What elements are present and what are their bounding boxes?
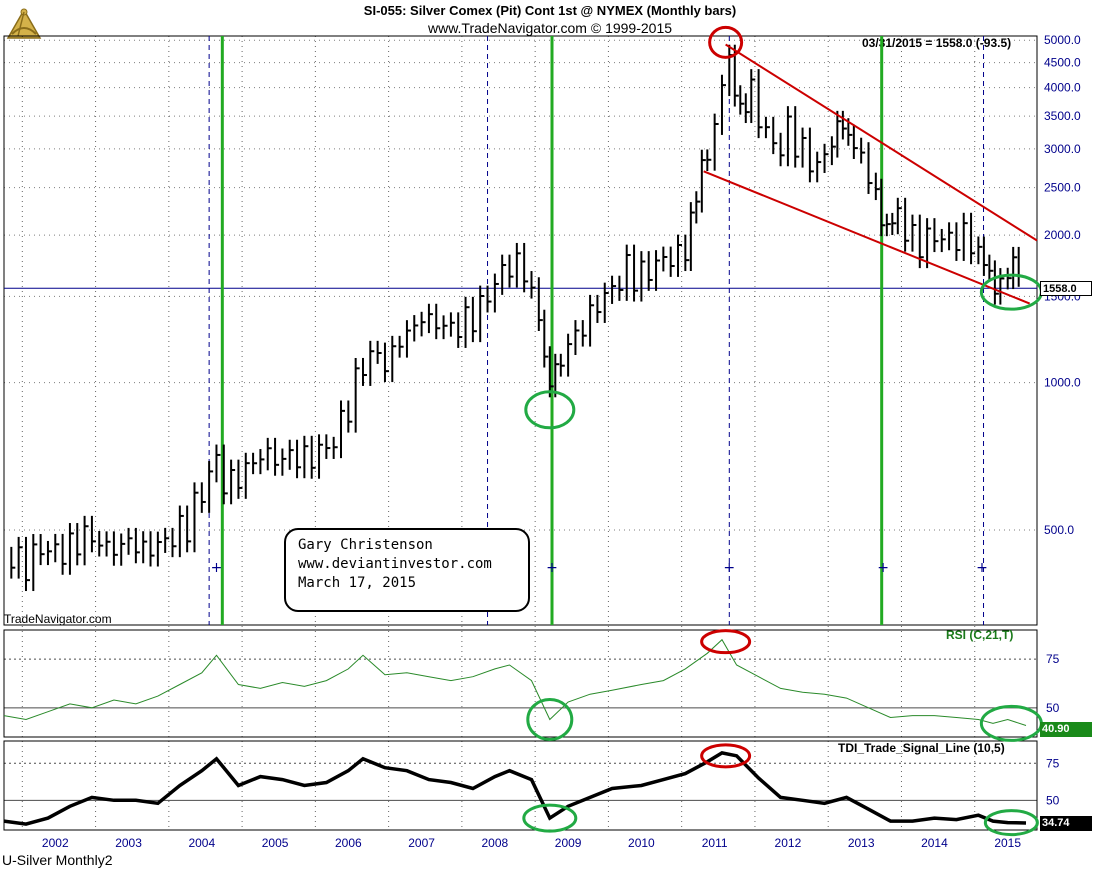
x-tick-label: 2005 — [262, 836, 289, 850]
low-circle-2015-price — [979, 273, 1043, 311]
low-circle-2008-price — [524, 390, 576, 430]
x-tick-label: 2006 — [335, 836, 362, 850]
tdi-tick-label: 50 — [1046, 793, 1060, 807]
x-tick-label: 2011 — [702, 836, 728, 850]
price-tick-label: 2000.0 — [1044, 228, 1081, 242]
x-tick-label: 2015 — [994, 836, 1021, 850]
watermark-label: TradeNavigator.com — [4, 612, 112, 626]
low-circle-2008-rsi — [526, 697, 574, 741]
cycle-plus-marker: + — [723, 560, 735, 576]
cycle-plus-marker: + — [546, 560, 558, 576]
price-tick-label: 4500.0 — [1044, 56, 1081, 70]
rsi-tick-label: 75 — [1046, 652, 1060, 666]
chart-subtitle: www.TradeNavigator.com © 1999-2015 — [427, 20, 673, 36]
tdi-panel-frame — [3, 740, 1038, 831]
sextant-logo-icon — [4, 4, 44, 42]
peak-circle-tdi — [700, 743, 752, 769]
tdi-tick-label: 75 — [1046, 756, 1060, 770]
last-price-box: 1558.0 — [1040, 281, 1092, 296]
chart-name: U-Silver Monthly2 — [2, 852, 113, 868]
price-tick-label: 3000.0 — [1044, 142, 1081, 156]
rsi-value-box: 40.90 — [1040, 722, 1092, 737]
price-tick-label: 500.0 — [1044, 523, 1074, 537]
x-tick-label: 2002 — [42, 836, 69, 850]
x-tick-label: 2012 — [775, 836, 802, 850]
x-tick-label: 2007 — [408, 836, 435, 850]
rsi-panel-frame — [3, 629, 1038, 738]
annotation-website: www.deviantinvestor.com — [298, 556, 492, 572]
low-circle-2008-tdi — [522, 803, 578, 833]
x-tick-label: 2008 — [482, 836, 509, 850]
price-tick-label: 4000.0 — [1044, 81, 1081, 95]
annotation-author: Gary Christenson — [298, 537, 433, 553]
upper-trend-line — [725, 43, 1038, 242]
author-annotation-box: Gary Christenson www.deviantinvestor.com… — [284, 528, 530, 612]
annotation-date: March 17, 2015 — [298, 575, 417, 591]
price-tick-label: 3500.0 — [1044, 109, 1081, 123]
tdi-title: TDI_Trade_Signal_Line (10,5) — [838, 741, 1005, 755]
peak-circle-price — [708, 25, 744, 59]
low-circle-2015-tdi — [983, 809, 1039, 837]
rsi-tick-label: 50 — [1046, 701, 1060, 715]
x-tick-label: 2004 — [188, 836, 215, 850]
price-panel-frame — [3, 35, 1038, 626]
price-tick-label: 5000.0 — [1044, 33, 1081, 47]
x-tick-label: 2009 — [555, 836, 582, 850]
price-tick-label: 1000.0 — [1044, 376, 1081, 390]
price-readout: 03/31/2015 = 1558.0 (-93.5) — [862, 36, 1012, 50]
rsi-line — [3, 638, 1027, 726]
tdi-line — [3, 751, 1027, 826]
cycle-plus-marker: + — [976, 560, 988, 576]
cycle-plus-marker: + — [877, 560, 889, 576]
cycle-plus-marker: + — [211, 560, 223, 576]
tdi-value-box: 34.74 — [1040, 816, 1092, 831]
x-tick-label: 2010 — [628, 836, 655, 850]
x-tick-label: 2003 — [115, 836, 142, 850]
low-circle-2015-rsi — [979, 704, 1043, 742]
x-tick-label: 2013 — [848, 836, 875, 850]
chart-title: SI-055: Silver Comex (Pit) Cont 1st @ NY… — [363, 3, 737, 18]
rsi-title: RSI (C,21,T) — [946, 628, 1014, 642]
peak-circle-rsi — [700, 629, 752, 655]
x-tick-label: 2014 — [921, 836, 948, 850]
lower-trend-line — [703, 170, 1031, 305]
price-tick-label: 2500.0 — [1044, 181, 1081, 195]
